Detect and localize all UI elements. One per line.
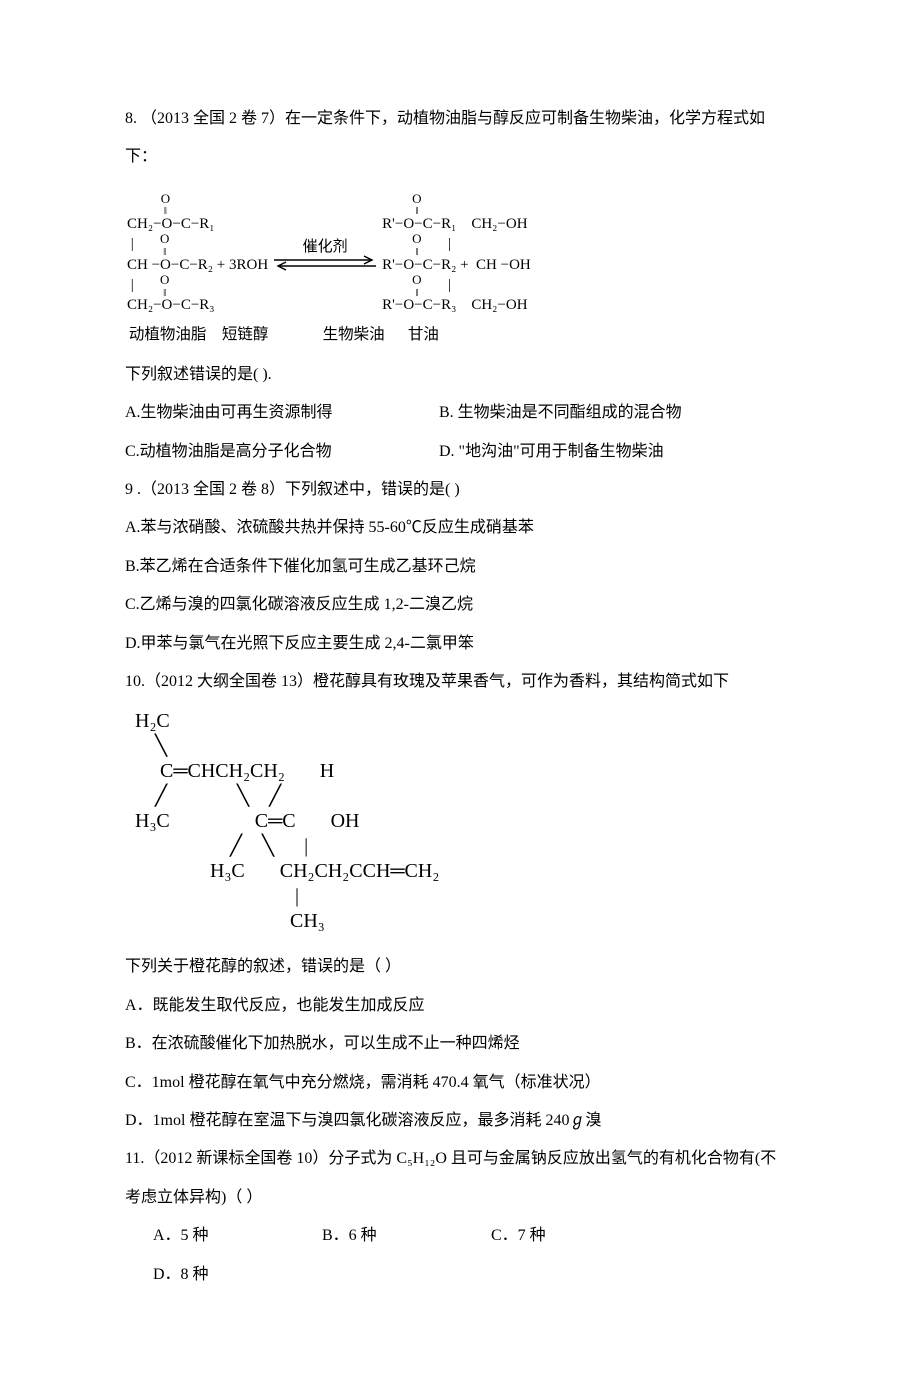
q9-stem: 9 .（2013 全国 2 卷 8）下列叙述中，错误的是( )	[125, 471, 795, 509]
q11-optD: D．8 种	[153, 1256, 318, 1294]
q8-reaction-labels: 动植物油脂 短链醇 生物柴油 甘油	[125, 324, 795, 346]
product-line-3: R'−O−C−R₂ + CH −OH	[382, 257, 531, 274]
q8-options-row1: A.生物柴油由可再生资源制得 B. 生物柴油是不同酯组成的混合物	[125, 394, 795, 432]
reactant-block: Oǁ CH₂−O−C−R₁ | Oǁ CH −O−C−R₂ + 3ROH | O…	[127, 193, 268, 315]
q11-stem-line2: 考虑立体异构)（ ）	[125, 1179, 795, 1217]
q11-optB: B．6 种	[322, 1217, 487, 1255]
reactant-line-3: CH −O−C−R₂ + 3ROH	[127, 257, 268, 274]
struct-line-3: ╱ ╲ ╱	[125, 784, 795, 809]
q9-optB: B.苯乙烯在合适条件下催化加氢可生成乙基环己烷	[125, 548, 795, 586]
q8-stem-line1: 8. （2013 全国 2 卷 7）在一定条件下，动植物油脂与醇反应可制备生物柴…	[125, 100, 795, 138]
q10-optD: D．1mol 橙花醇在室温下与溴四氯化碳溶液反应，最多消耗 240ℊ溴	[125, 1102, 795, 1140]
q8-options-row2: C.动植物油脂是高分子化合物 D. "地沟油"可用于制备生物柴油	[125, 433, 795, 471]
struct-line-2: C═CHCH₂CH₂ H	[125, 759, 795, 784]
product-line-5: R'−O−C−R₃ CH₂−OH	[382, 297, 531, 314]
q9-optD: D.甲苯与氯气在光照下反应主要生成 2,4-二氯甲笨	[125, 625, 795, 663]
q8-stem-line2: 下：	[125, 138, 795, 176]
q10-stem: 10.（2012 大纲全国卷 13）橙花醇具有玫瑰及苹果香气，可作为香料，其结构…	[125, 663, 795, 701]
q10-ask: 下列关于橙花醇的叙述，错误的是（ ）	[125, 948, 795, 986]
q11-optC: C．7 种	[491, 1217, 656, 1255]
struct-line-0: H₂C	[125, 709, 795, 734]
q8-ask: 下列叙述错误的是( ).	[125, 356, 795, 394]
q8-optD: D. "地沟油"可用于制备生物柴油	[439, 433, 664, 471]
q8-optB: B. 生物柴油是不同酯组成的混合物	[439, 394, 682, 432]
product-block: Oǁ R'−O−C−R₁ CH₂−OH Oǁ | R'−O−C−R₂ + CH …	[382, 193, 531, 315]
product-line-1: R'−O−C−R₁ CH₂−OH	[382, 216, 531, 233]
q9-optC: C.乙烯与溴的四氯化碳溶液反应生成 1,2-二溴乙烷	[125, 586, 795, 624]
q8-optC: C.动植物油脂是高分子化合物	[125, 433, 435, 471]
q9-optA: A.苯与浓硝酸、浓硫酸共热并保持 55-60℃反应生成硝基苯	[125, 509, 795, 547]
struct-line-1: ╲	[125, 734, 795, 759]
struct-line-6: H₃C CH₂CH₂CCH═CH₂	[125, 859, 795, 884]
struct-line-7: |	[125, 884, 795, 909]
q10-optA: A．既能发生取代反应，也能发生加成反应	[125, 987, 795, 1025]
q10-optB: B．在浓硫酸催化下加热脱水，可以生成不止一种四烯烃	[125, 1025, 795, 1063]
q11-options: A．5 种 B．6 种 C．7 种 D．8 种	[125, 1217, 795, 1294]
q8-reaction-equation: Oǁ CH₂−O−C−R₁ | Oǁ CH −O−C−R₂ + 3ROH | O…	[125, 191, 533, 318]
struct-line-4: H₃C C═C OH	[125, 809, 795, 834]
q11-stem-line1: 11.（2012 新课标全国卷 10）分子式为 C₅H₁₂O 且可与金属钠反应放…	[125, 1140, 795, 1178]
q11-optA: A．5 种	[153, 1217, 318, 1255]
exam-page: 8. （2013 全国 2 卷 7）在一定条件下，动植物油脂与醇反应可制备生物柴…	[0, 0, 920, 1374]
struct-line-5: ╱ ╲ |	[125, 834, 795, 859]
q8-optA: A.生物柴油由可再生资源制得	[125, 394, 435, 432]
reactant-line-5: CH₂−O−C−R₃	[127, 297, 268, 314]
q10-optC: C．1mol 橙花醇在氧气中充分燃烧，需消耗 470.4 氧气（标准状况）	[125, 1064, 795, 1102]
q10-structure: H₂C ╲ C═CHCH₂CH₂ H ╱ ╲ ╱ H₃C C═C OH ╱ ╲ …	[125, 709, 795, 934]
struct-line-8: CH₃	[125, 909, 795, 934]
reactant-line-1: CH₂−O−C−R₁	[127, 216, 268, 233]
equilibrium-arrow-icon	[270, 255, 380, 271]
